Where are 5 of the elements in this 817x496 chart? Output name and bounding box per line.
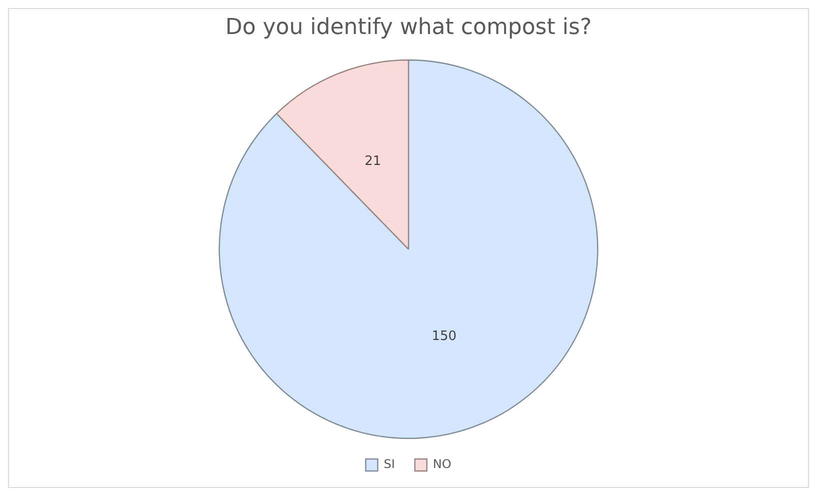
legend-label: NO	[432, 457, 452, 472]
data-label: 21	[364, 154, 382, 169]
legend-label: SI	[384, 457, 395, 472]
chart-title: Do you identify what compost is?	[225, 14, 592, 40]
data-label: 150	[432, 329, 457, 344]
